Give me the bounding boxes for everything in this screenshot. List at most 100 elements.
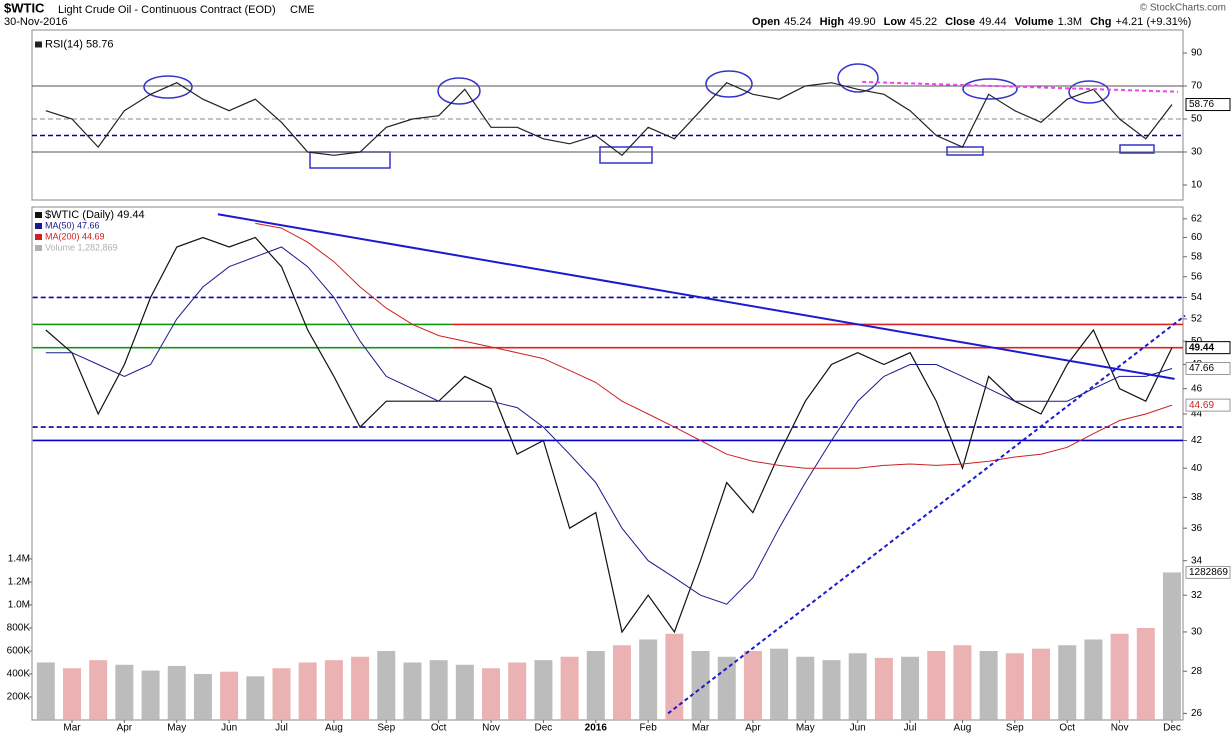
y-tick-label: 30 [1191,627,1203,638]
legend-entry: $WTIC (Daily) 49.44 [45,209,145,221]
volume-bar [691,650,710,720]
y2-tick-label: 1.4M [8,554,30,565]
volume-bar [429,660,448,720]
volume-bar [351,656,370,720]
volume-bar [1084,639,1103,720]
x-tick-label: Apr [745,723,761,733]
legend-entry: RSI(14) 58.76 [45,38,113,50]
volume-bar [822,660,841,720]
trend-line [862,80,1179,93]
trend-line [217,213,1175,380]
x-tick-label: 2016 [585,723,608,733]
x-tick-label: Jun [221,723,237,733]
volume-bar [848,653,867,720]
volume-bar [1005,653,1024,720]
circle [962,78,1018,100]
box [599,146,653,164]
x-tick-label: Sep [377,723,395,733]
series-line [45,236,1173,634]
y-tick-label: 46 [1191,383,1203,394]
x-tick-label: May [167,723,186,733]
box [1119,144,1155,154]
y-tick-label: 60 [1191,232,1203,243]
volume-bar [979,650,998,720]
volume-bar [717,656,736,720]
x-tick-label: Dec [535,723,553,733]
last-value-label: 49.44 [1189,342,1214,353]
circle [837,63,879,93]
volume-bar [167,665,186,720]
x-tick-label: Oct [1059,723,1075,733]
y-tick-label: 62 [1191,213,1203,224]
volume-bar [89,660,108,720]
volume-bar [403,662,422,720]
volume-bar [141,670,160,720]
circle [437,77,481,105]
last-value-box [1185,362,1231,376]
x-tick-label: Dec [1163,723,1181,733]
x-tick-label: Aug [954,723,972,733]
last-value-label: 1282869 [1189,567,1228,578]
last-value-label: 47.66 [1189,363,1214,374]
volume-bar [272,668,291,720]
volume-bar [665,633,684,720]
symbol: $WTIC [4,0,45,15]
quote-label: Chg [1090,16,1111,28]
x-tick-label: May [796,723,815,733]
quote-value: 45.22 [910,16,938,28]
y-tick-label: 10 [1191,180,1203,191]
quote-value: 45.24 [784,16,812,28]
x-tick-label: Oct [431,723,447,733]
y2-tick-label: 400K [7,669,31,680]
volume-bar [1136,627,1155,720]
volume-bar [612,645,631,720]
y-tick-label: 26 [1191,708,1203,719]
last-value-box [1185,98,1231,112]
y-tick-label: 42 [1191,435,1203,446]
volume-bar [534,660,553,720]
volume-bar [324,660,343,720]
x-tick-label: Nov [1111,723,1129,733]
volume-bar [455,664,474,720]
box [946,146,984,156]
y-tick-label: 58 [1191,251,1203,262]
quote-label: High [820,16,845,28]
volume-bar [770,648,789,720]
x-tick-label: Feb [640,723,658,733]
y-tick-label: 54 [1191,292,1203,303]
y2-tick-label: 200K [7,692,31,703]
x-tick-label: Mar [692,723,710,733]
quote-value: 49.44 [979,16,1007,28]
quote-value: 1.3M [1058,16,1082,28]
y2-tick-label: 800K [7,623,31,634]
legend-swatch [35,234,42,240]
legend-swatch [35,41,42,48]
x-tick-label: Nov [482,723,500,733]
x-tick-label: Jul [275,723,288,733]
series-line [45,81,1173,157]
volume-bar [482,668,501,720]
volume-bar [377,650,396,720]
y-tick-label: 44 [1191,409,1203,420]
x-tick-label: Apr [117,723,133,733]
quote-value: +4.21 (+9.31%) [1115,16,1191,28]
y-tick-label: 50 [1191,114,1203,125]
legend-swatch [35,223,42,229]
x-tick-label: Sep [1006,723,1024,733]
last-value-label: 44.69 [1189,400,1214,411]
y-tick-label: 30 [1191,147,1203,158]
x-tick-label: Jun [850,723,866,733]
y2-tick-label: 1.0M [8,600,30,611]
price-panel [31,206,1184,721]
volume-bar [220,671,239,720]
quote-label: Close [945,16,975,28]
legend-entry: MA(50) 47.66 [45,220,100,230]
quote-label: Low [884,16,906,28]
volume-bar [639,639,658,720]
y-tick-label: 38 [1191,492,1203,503]
volume-bar [1032,648,1051,720]
trend-line [667,314,1186,715]
quote: Open 45.24 High 49.90 Low 45.22 Close 49.44 Volu… [752,16,1191,28]
date: 30-Nov-2016 [4,16,68,28]
x-tick-label: Jul [904,723,917,733]
